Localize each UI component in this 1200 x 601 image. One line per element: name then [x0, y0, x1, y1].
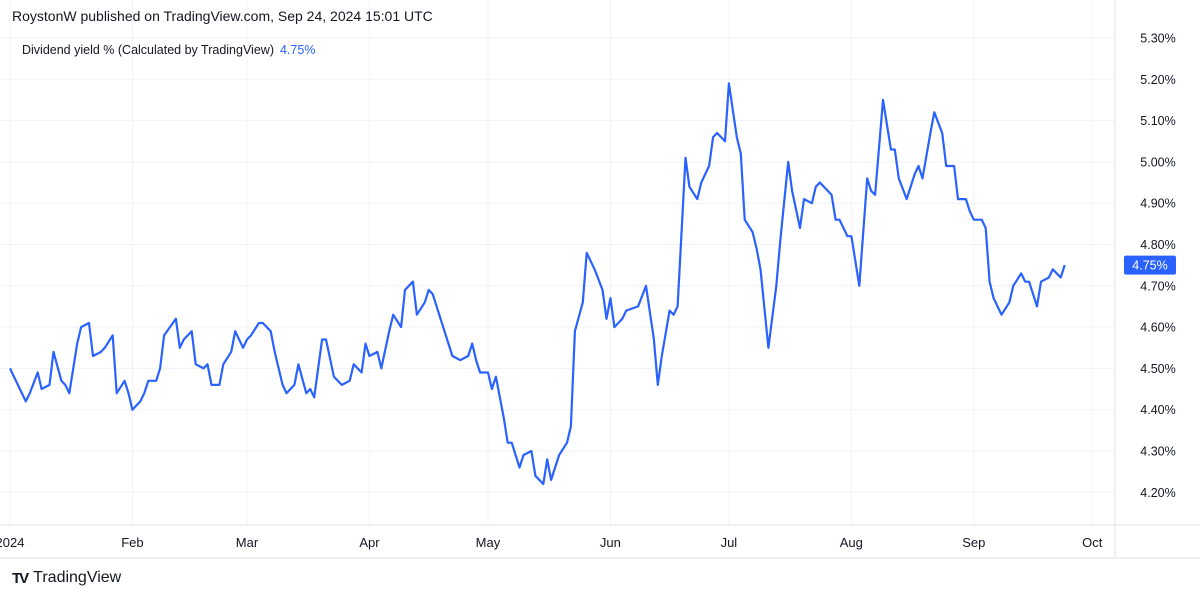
- publish-header: RoystonW published on TradingView.com, S…: [12, 8, 433, 24]
- x-tick-label: 2024: [0, 535, 24, 550]
- y-tick-label: 4.90%: [1140, 197, 1175, 211]
- series-line: [9, 82, 1066, 486]
- x-tick-label: Oct: [1082, 535, 1103, 550]
- x-tick-label: May: [476, 535, 501, 550]
- x-tick-label: Aug: [840, 535, 863, 550]
- tradingview-logo-icon: TV: [12, 569, 29, 587]
- x-tick-label: Feb: [121, 535, 143, 550]
- axes: [0, 0, 1200, 559]
- y-tick-label: 4.60%: [1140, 321, 1175, 335]
- x-tick-label: Jun: [600, 535, 621, 550]
- y-tick-label: 5.10%: [1140, 114, 1175, 128]
- x-tick-label: Apr: [359, 535, 380, 550]
- y-tick-label: 5.30%: [1140, 32, 1175, 46]
- legend-value: 4.75%: [279, 43, 316, 57]
- brand-name: TradingView: [33, 569, 122, 586]
- y-tick-label: 4.70%: [1140, 279, 1175, 293]
- y-tick-label: 4.20%: [1140, 486, 1175, 500]
- grid: [0, 0, 1115, 525]
- x-tick-label: Sep: [962, 535, 985, 550]
- x-axis[interactable]: 2024 Feb Mar Apr May Jun Jul Aug Sep Oct: [0, 535, 1103, 550]
- y-tick-label: 5.20%: [1140, 73, 1175, 87]
- y-tick-label: 5.00%: [1140, 155, 1175, 169]
- legend-label: Dividend yield % (Calculated by TradingV…: [22, 43, 274, 57]
- y-tick-label: 4.30%: [1140, 445, 1175, 459]
- last-value-label: 4.75%: [1132, 259, 1167, 273]
- tradingview-brand[interactable]: TV TradingView: [12, 569, 121, 587]
- x-tick-label: Mar: [236, 535, 259, 550]
- y-tick-label: 4.80%: [1140, 238, 1175, 252]
- y-tick-label: 4.40%: [1140, 403, 1175, 417]
- legend: Dividend yield % (Calculated by TradingV…: [22, 43, 315, 57]
- y-tick-label: 4.50%: [1140, 362, 1175, 376]
- y-axis[interactable]: 5.30% 5.20% 5.10% 5.00% 4.90% 4.80% 4.70% 4.60%…: [1140, 32, 1175, 500]
- x-tick-label: Jul: [721, 535, 738, 550]
- last-value-badge: 4.75%: [1124, 255, 1176, 275]
